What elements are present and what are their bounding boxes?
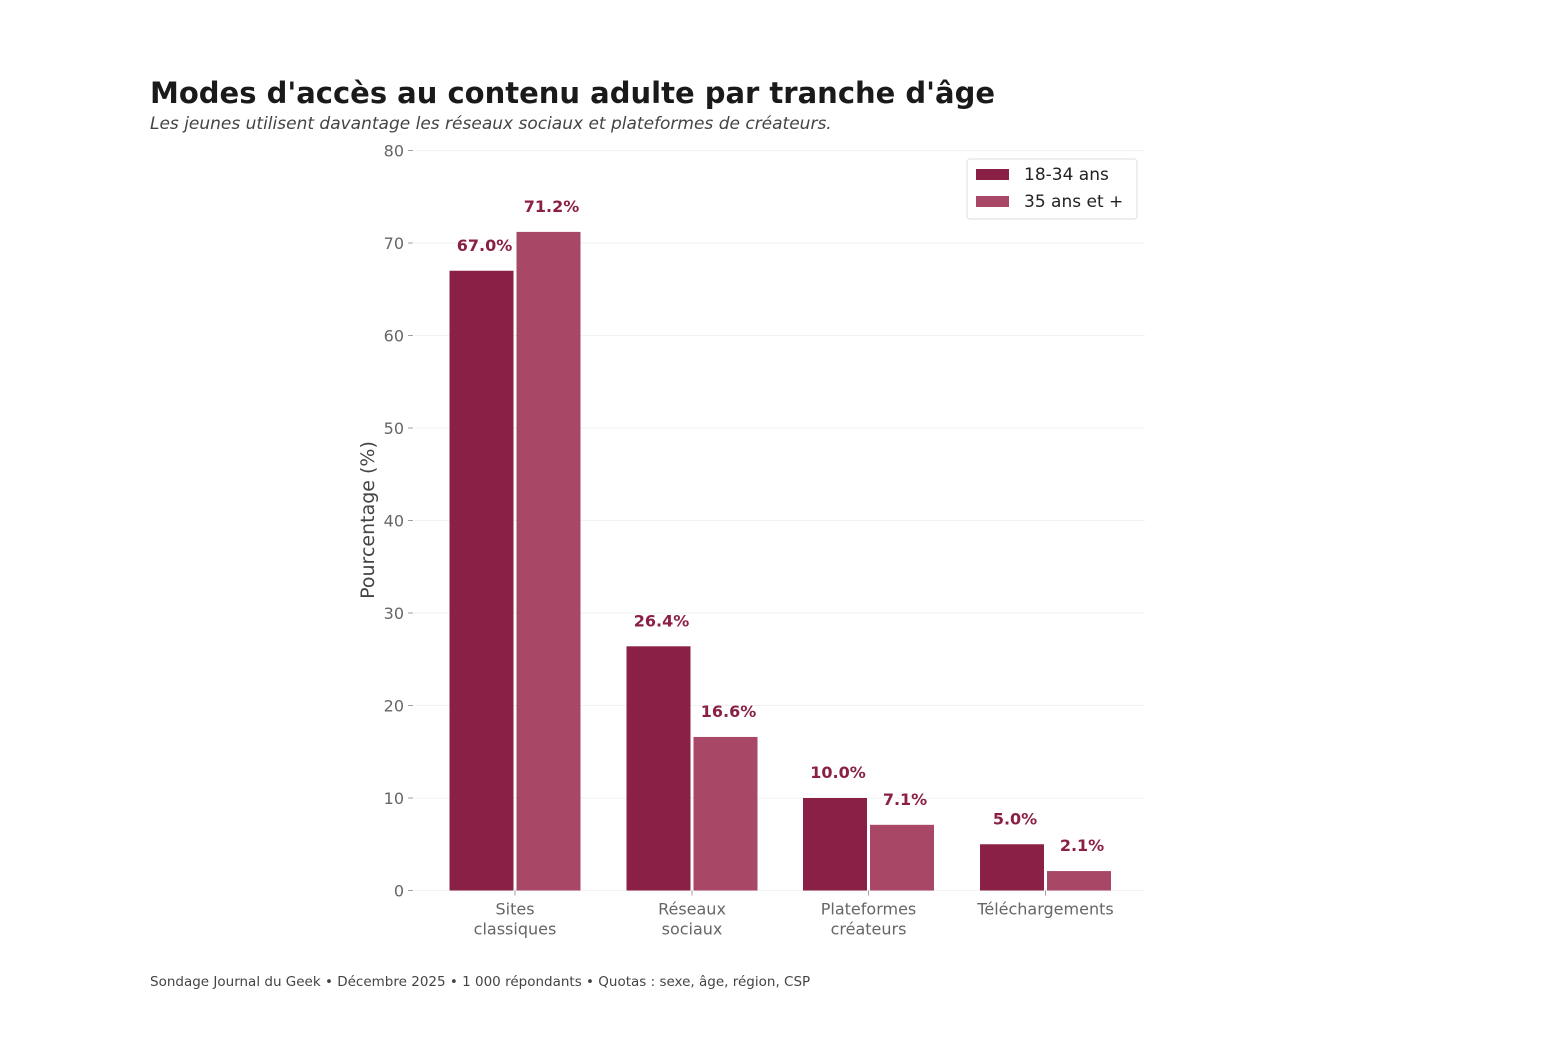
chart-subtitle: Les jeunes utilisent davantage les résea… — [150, 114, 832, 134]
y-axis: 0 10 20 30 40 50 60 70 80 — [384, 142, 413, 901]
data-label: 5.0% — [993, 809, 1037, 828]
y-tick-label: 30 — [384, 604, 404, 623]
data-label: 10.0% — [810, 763, 866, 782]
y-tick-label: 70 — [384, 234, 404, 253]
y-tick-label: 20 — [384, 697, 404, 716]
y-tick-label: 0 — [394, 882, 404, 901]
x-tick-label: Sites classiques — [474, 900, 557, 939]
bar-older-2[interactable] — [870, 824, 934, 891]
legend-label: 18-34 ans — [1024, 165, 1109, 185]
legend-box — [966, 158, 1138, 220]
y-tick-label: 10 — [384, 789, 404, 808]
bar-older-0[interactable] — [516, 231, 581, 891]
x-axis: Sites classiques Réseaux sociaux Plateformes… — [474, 890, 1114, 939]
chart-title: Modes d'accès au contenu adulte par tran… — [150, 76, 996, 110]
data-label: 71.2% — [524, 197, 580, 216]
bar-older-1[interactable] — [693, 736, 758, 891]
x-tick-label: Téléchargements — [976, 900, 1113, 919]
x-tick-label: Plateformes créateurs — [821, 900, 917, 939]
y-tick-label: 80 — [384, 142, 404, 161]
bar-young-0[interactable] — [449, 270, 514, 891]
y-tick-label: 50 — [384, 419, 404, 438]
legend-label: 35 ans et + — [1024, 192, 1123, 212]
legend[interactable]: 18-34 ans 35 ans et + — [966, 158, 1138, 220]
bar-older-3[interactable] — [1047, 871, 1111, 891]
bar-young-2[interactable] — [803, 798, 867, 891]
bars — [449, 231, 1111, 891]
data-label: 26.4% — [634, 611, 690, 630]
legend-swatch — [976, 169, 1009, 180]
data-label: 7.1% — [883, 790, 927, 809]
x-tick-label: Réseaux sociaux — [658, 900, 726, 939]
y-axis-label: Pourcentage (%) — [357, 441, 379, 599]
data-label: 2.1% — [1060, 836, 1104, 855]
bar-young-1[interactable] — [626, 646, 691, 891]
bar-young-3[interactable] — [980, 844, 1044, 891]
legend-swatch — [976, 196, 1009, 207]
data-label: 16.6% — [701, 702, 757, 721]
y-tick-label: 60 — [384, 327, 404, 346]
data-labels: 67.0% 26.4% 10.0% 5.0% 71.2% 16.6% 7.1% 2.1% — [457, 197, 1104, 855]
source-note: Sondage Journal du Geek • Décembre 2025 … — [150, 974, 811, 990]
y-tick-label: 40 — [384, 512, 404, 531]
data-label: 67.0% — [457, 236, 513, 255]
